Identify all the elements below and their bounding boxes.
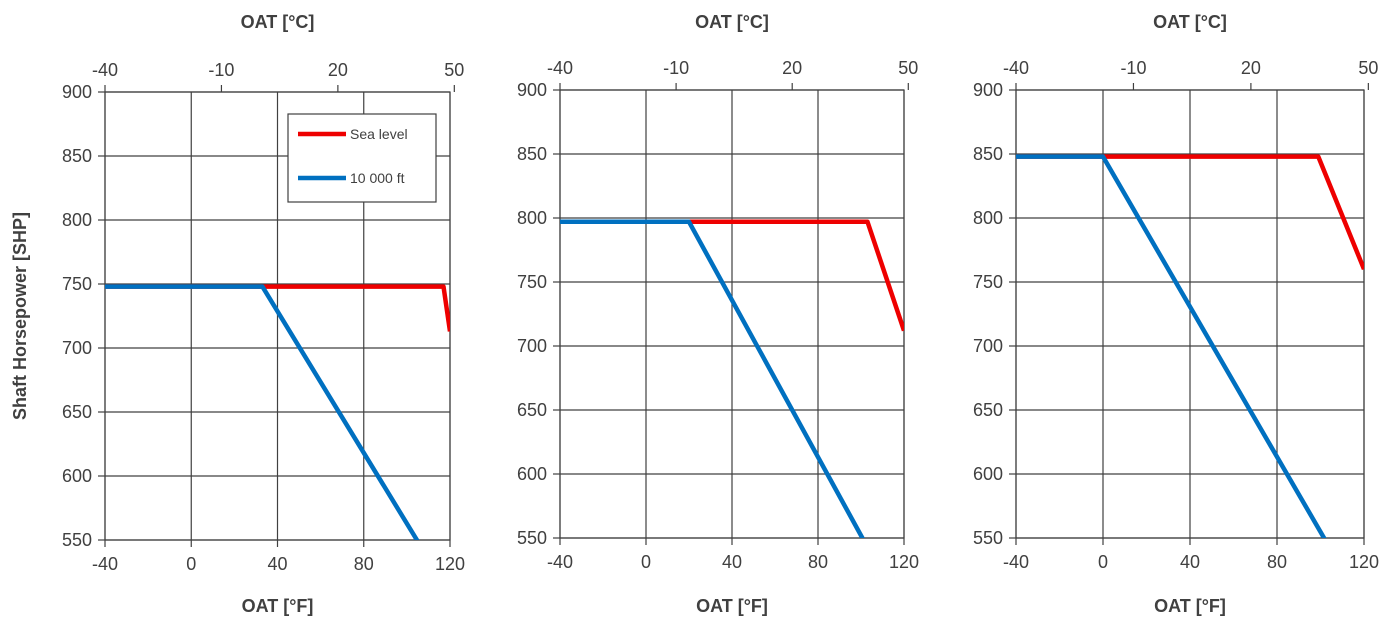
bottom-x-axis-title: OAT [°F] (1154, 596, 1226, 616)
x-tick-label-bottom: -40 (92, 554, 118, 574)
y-tick-label: 750 (517, 272, 547, 292)
y-tick-label: 750 (973, 272, 1003, 292)
x-tick-label-bottom: 80 (808, 552, 828, 572)
top-x-axis-title: OAT [°C] (241, 12, 315, 32)
y-tick-label: 550 (973, 528, 1003, 548)
x-tick-label-bottom: 40 (1180, 552, 1200, 572)
x-tick-label-top: -10 (1120, 58, 1146, 78)
series-line-10000-ft (105, 284, 420, 540)
y-tick-label: 850 (517, 144, 547, 164)
x-tick-label-bottom: 120 (889, 552, 919, 572)
x-tick-label-top: -40 (547, 58, 573, 78)
x-tick-label-top: 20 (782, 58, 802, 78)
y-tick-label: 700 (62, 338, 92, 358)
legend-label: 10 000 ft (350, 170, 405, 186)
x-tick-label-top: -10 (208, 60, 234, 80)
series-line-10000-ft (1016, 154, 1327, 538)
top-x-axis-title: OAT [°C] (1153, 12, 1227, 32)
x-tick-label-bottom: 80 (354, 554, 374, 574)
y-axis-title: Shaft Horsepower [SHP] (10, 212, 30, 420)
y-tick-label: 800 (62, 210, 92, 230)
x-tick-label-bottom: 120 (435, 554, 465, 574)
x-tick-label-bottom: -40 (547, 552, 573, 572)
y-tick-label: 900 (973, 80, 1003, 100)
y-tick-label: 850 (973, 144, 1003, 164)
x-tick-label-top: 20 (1241, 58, 1261, 78)
x-tick-label-top: -40 (1003, 58, 1029, 78)
series-line-sea-level (1016, 154, 1364, 271)
x-tick-label-top: -40 (92, 60, 118, 80)
y-tick-label: 650 (517, 400, 547, 420)
y-tick-label: 550 (62, 530, 92, 550)
y-tick-label: 700 (517, 336, 547, 356)
y-tick-label: 600 (973, 464, 1003, 484)
x-tick-label-top: 20 (328, 60, 348, 80)
y-tick-label: 700 (973, 336, 1003, 356)
series-line-10000-ft (560, 219, 865, 538)
y-tick-label: 600 (517, 464, 547, 484)
x-tick-label-bottom: 40 (267, 554, 287, 574)
x-tick-label-top: 50 (1358, 58, 1378, 78)
x-tick-label-top: -10 (663, 58, 689, 78)
y-tick-label: 850 (62, 146, 92, 166)
x-tick-label-bottom: 120 (1349, 552, 1379, 572)
y-tick-label: 800 (973, 208, 1003, 228)
x-tick-label-bottom: -40 (1003, 552, 1029, 572)
legend-box (287, 113, 437, 203)
x-tick-label-bottom: 80 (1267, 552, 1287, 572)
x-tick-label-bottom: 0 (186, 554, 196, 574)
y-tick-label: 550 (517, 528, 547, 548)
legend-label: Sea level (350, 126, 408, 142)
x-tick-label-bottom: 0 (1098, 552, 1108, 572)
x-tick-label-top: 50 (444, 60, 464, 80)
y-tick-label: 800 (517, 208, 547, 228)
y-tick-label: 750 (62, 274, 92, 294)
bottom-x-axis-title: OAT [°F] (696, 596, 768, 616)
y-tick-label: 900 (62, 82, 92, 102)
y-tick-label: 600 (62, 466, 92, 486)
y-tick-label: 900 (517, 80, 547, 100)
top-x-axis-title: OAT [°C] (695, 12, 769, 32)
bottom-x-axis-title: OAT [°F] (242, 596, 314, 616)
y-tick-label: 650 (62, 402, 92, 422)
y-tick-label: 650 (973, 400, 1003, 420)
x-tick-label-bottom: 40 (722, 552, 742, 572)
x-tick-label-top: 50 (898, 58, 918, 78)
x-tick-label-bottom: 0 (641, 552, 651, 572)
